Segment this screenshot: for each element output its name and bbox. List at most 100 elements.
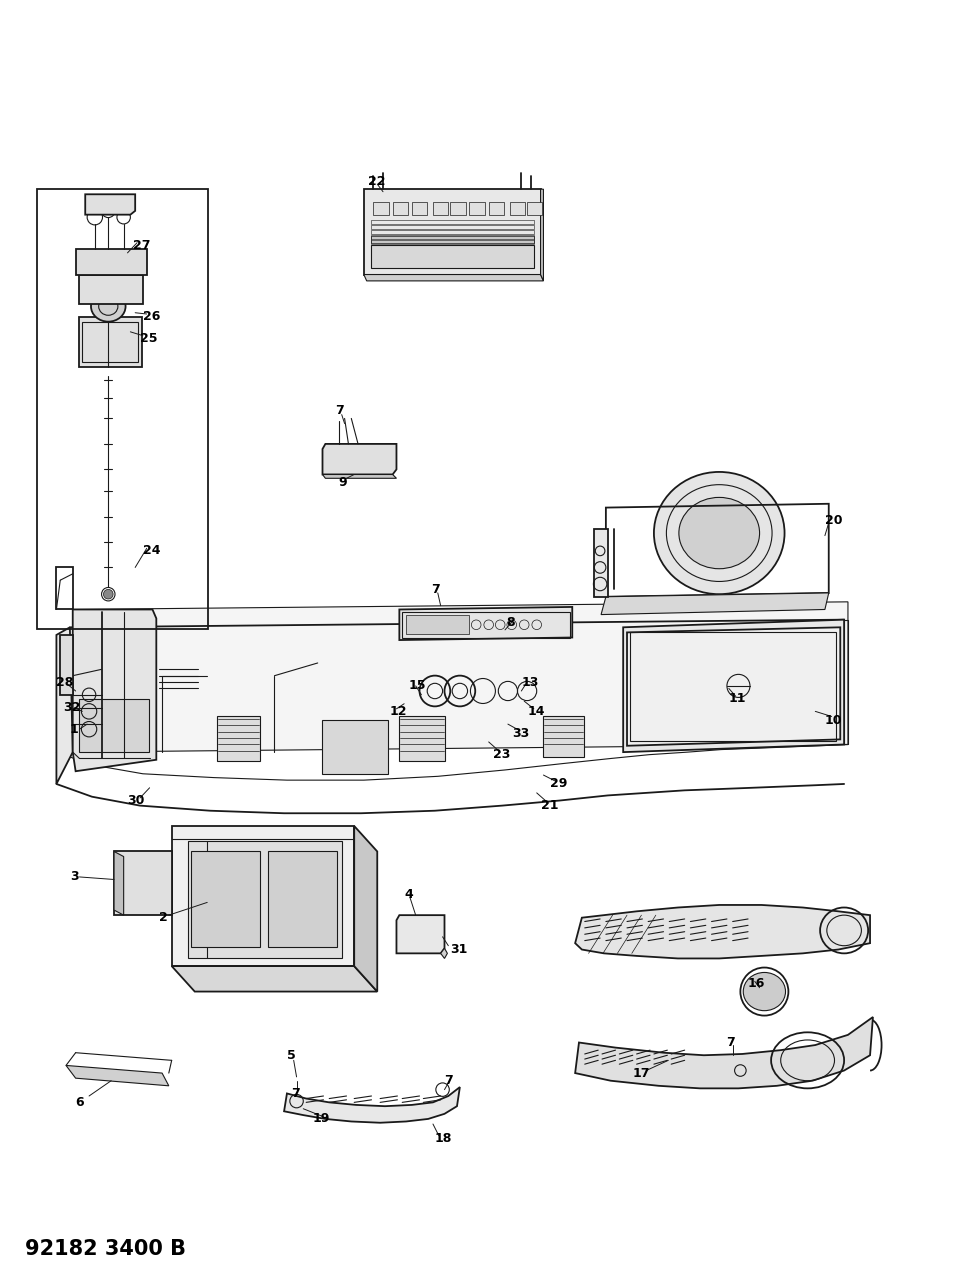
Text: 7: 7 (726, 1037, 734, 1049)
Text: 29: 29 (550, 778, 567, 790)
Bar (406, 615, 468, 634)
Ellipse shape (91, 291, 126, 321)
Text: 10: 10 (824, 714, 842, 727)
Polygon shape (594, 529, 607, 597)
Bar (469, 201, 484, 214)
Polygon shape (575, 1017, 872, 1089)
Polygon shape (396, 915, 444, 954)
Text: 17: 17 (632, 1067, 650, 1080)
Text: 3: 3 (70, 871, 79, 884)
Bar (527, 201, 542, 214)
Polygon shape (440, 949, 447, 959)
Text: 28: 28 (57, 676, 74, 688)
Text: 7: 7 (431, 583, 439, 595)
Bar (392, 201, 407, 214)
Polygon shape (114, 852, 171, 915)
Polygon shape (623, 620, 843, 752)
Text: 18: 18 (434, 1131, 452, 1145)
Bar (370, 219, 533, 223)
Polygon shape (575, 905, 869, 959)
Bar (488, 201, 504, 214)
Bar (370, 236, 533, 242)
Polygon shape (73, 602, 847, 752)
Bar (543, 717, 583, 757)
Bar (370, 240, 533, 244)
Text: 4: 4 (404, 889, 412, 901)
Polygon shape (399, 607, 572, 640)
Polygon shape (322, 444, 396, 474)
Text: 27: 27 (134, 238, 151, 251)
Bar (411, 201, 427, 214)
Text: 23: 23 (492, 748, 509, 761)
Bar (190, 852, 259, 947)
Bar (399, 717, 445, 761)
Text: 32: 32 (63, 701, 81, 714)
Polygon shape (187, 842, 341, 959)
Text: 2: 2 (159, 912, 168, 924)
Ellipse shape (678, 497, 759, 569)
Text: 19: 19 (312, 1112, 330, 1126)
Bar (80, 699, 148, 752)
Bar (37, 189, 208, 629)
Bar (509, 201, 525, 214)
Ellipse shape (653, 472, 784, 594)
Polygon shape (76, 249, 147, 274)
Bar (370, 230, 533, 233)
Polygon shape (73, 609, 156, 771)
Text: 9: 9 (338, 476, 347, 488)
Polygon shape (171, 966, 377, 992)
Text: 26: 26 (143, 310, 160, 323)
Text: 7: 7 (334, 404, 343, 417)
Polygon shape (601, 593, 827, 615)
Polygon shape (363, 189, 540, 274)
Bar (432, 201, 448, 214)
Text: 6: 6 (76, 1096, 85, 1109)
Text: 5: 5 (286, 1049, 295, 1062)
Text: 20: 20 (824, 514, 842, 527)
Polygon shape (66, 1066, 168, 1086)
Polygon shape (322, 474, 396, 478)
Text: 22: 22 (367, 175, 384, 187)
Polygon shape (114, 852, 124, 915)
Text: 24: 24 (143, 544, 160, 557)
Polygon shape (61, 635, 73, 695)
Bar (450, 201, 465, 214)
Polygon shape (80, 274, 143, 303)
Text: 11: 11 (728, 692, 746, 705)
Text: 12: 12 (389, 705, 407, 718)
Polygon shape (354, 826, 377, 992)
Text: 31: 31 (450, 944, 467, 956)
Text: 7: 7 (290, 1088, 299, 1100)
Text: 13: 13 (521, 676, 538, 688)
Bar (629, 632, 835, 741)
Bar (402, 612, 570, 638)
Text: 16: 16 (748, 978, 765, 991)
Text: 21: 21 (540, 799, 557, 812)
Text: 1: 1 (70, 723, 79, 736)
Polygon shape (540, 189, 543, 280)
Text: 33: 33 (511, 727, 529, 739)
Bar (216, 717, 259, 761)
Polygon shape (283, 1088, 459, 1123)
Ellipse shape (743, 973, 785, 1011)
Bar (373, 201, 388, 214)
Polygon shape (86, 194, 136, 214)
Polygon shape (171, 826, 354, 966)
Text: 7: 7 (444, 1075, 453, 1088)
Circle shape (102, 588, 115, 601)
Bar (370, 245, 533, 268)
Bar (80, 316, 142, 367)
Bar (267, 852, 336, 947)
Text: 15: 15 (408, 680, 426, 692)
Bar (322, 720, 387, 774)
Text: 14: 14 (527, 705, 544, 718)
Circle shape (104, 589, 113, 599)
Text: 92182 3400 B: 92182 3400 B (25, 1238, 185, 1258)
Bar (370, 235, 533, 238)
Polygon shape (57, 627, 73, 784)
Polygon shape (363, 274, 543, 280)
Text: 30: 30 (128, 794, 145, 807)
Text: 8: 8 (505, 616, 514, 629)
Text: 25: 25 (140, 332, 158, 344)
Polygon shape (627, 627, 839, 746)
